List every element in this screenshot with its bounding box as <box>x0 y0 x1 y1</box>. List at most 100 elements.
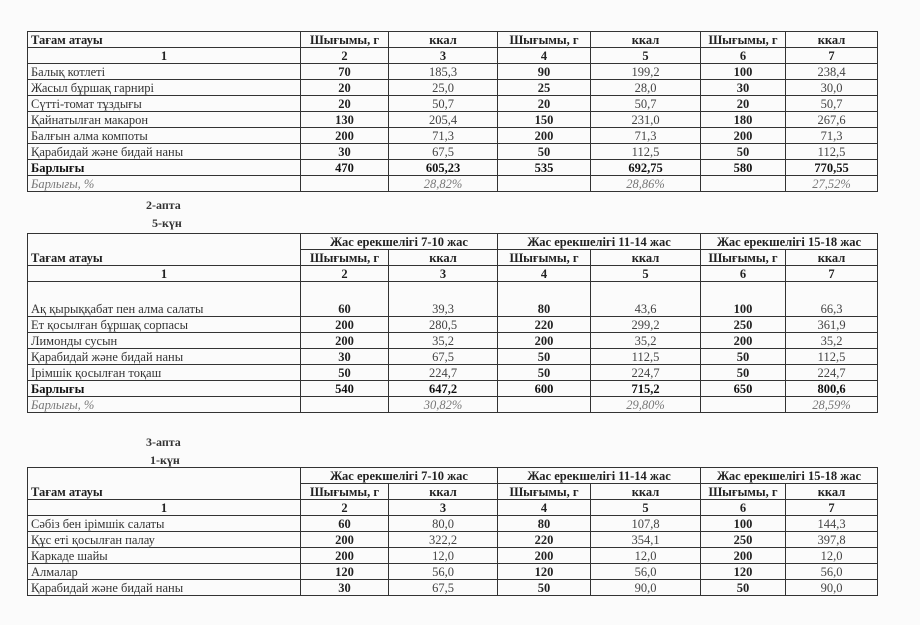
output-grams: 100 <box>700 515 786 532</box>
kcal-value: 56,0 <box>785 563 878 580</box>
column-number: 7 <box>785 47 878 64</box>
output-grams: 25 <box>497 79 591 96</box>
column-number: 6 <box>700 47 786 64</box>
dish-name: Балық котлеті <box>27 63 301 80</box>
menu-table-1: Тағам атауы Шығымы, г ккал Шығымы, г ккал Шығ… <box>27 31 878 192</box>
column-header-kcal: ккал <box>785 249 878 266</box>
column-number: 5 <box>590 47 701 64</box>
kcal-value: 205,4 <box>388 111 498 128</box>
day-label: 1-күн <box>150 453 180 467</box>
column-number: 3 <box>388 265 498 282</box>
output-grams: 200 <box>700 127 786 144</box>
table-row: Сәбіз бен ірімшік салаты 60 80,0 80 107,8 100… <box>27 515 878 532</box>
age-group-header: Жас ерекшелігі 7-10 жас <box>300 233 498 250</box>
dish-name: Қайнатылған макарон <box>27 111 301 128</box>
column-header-name: Тағам атауы <box>27 31 301 48</box>
kcal-value: 30,0 <box>785 79 878 96</box>
kcal-value: 43,6 <box>590 281 701 317</box>
kcal-value: 231,0 <box>590 111 701 128</box>
table-row: Балғын алма компоты 200 71,3 200 71,3 200 71,3 <box>27 127 878 144</box>
dish-name: Ақ қырыққабат пен алма салаты <box>27 281 301 317</box>
total-value: 715,2 <box>590 380 701 397</box>
output-grams: 250 <box>700 531 786 548</box>
column-header-output: Шығымы, г <box>497 31 591 48</box>
kcal-value: 224,7 <box>388 364 498 381</box>
kcal-value: 112,5 <box>785 143 878 160</box>
table-row: Қарабидай және бидай наны 30 67,5 50 112,5 50… <box>27 143 878 160</box>
column-header-kcal: ккал <box>785 31 878 48</box>
percent-value: 28,86% <box>590 175 701 192</box>
total-value: 647,2 <box>388 380 498 397</box>
column-number: 6 <box>700 499 786 516</box>
column-number: 2 <box>300 47 389 64</box>
week-label: 2-апта <box>146 198 181 212</box>
week-label: 3-апта <box>146 435 181 449</box>
dish-name: Ет қосылған бұршақ сорпасы <box>27 316 301 333</box>
output-grams: 100 <box>700 63 786 80</box>
column-header-output: Шығымы, г <box>497 483 591 500</box>
output-grams: 20 <box>300 79 389 96</box>
kcal-value: 67,5 <box>388 143 498 160</box>
output-grams: 20 <box>497 95 591 112</box>
column-header-output: Шығымы, г <box>700 249 786 266</box>
age-group-header: Жас ерекшелігі 11-14 жас <box>497 233 701 250</box>
column-number: 3 <box>388 47 498 64</box>
percent-value: 29,80% <box>590 396 701 413</box>
kcal-value: 25,0 <box>388 79 498 96</box>
column-header-output: Шығымы, г <box>300 483 389 500</box>
table-row: Қарабидай және бидай наны 30 67,5 50 90,0 50 9… <box>27 579 878 596</box>
kcal-value: 28,0 <box>590 79 701 96</box>
column-number: 1 <box>27 47 301 64</box>
percent-value <box>300 396 389 413</box>
column-number: 5 <box>590 499 701 516</box>
output-grams: 100 <box>700 281 786 317</box>
table-row: Қайнатылған макарон 130 205,4 150 231,0 180 26… <box>27 111 878 128</box>
output-grams: 200 <box>300 332 389 349</box>
output-grams: 50 <box>700 579 786 596</box>
column-header-output: Шығымы, г <box>300 249 389 266</box>
age-group-header: Жас ерекшелігі 15-18 жас <box>700 233 878 250</box>
column-number: 1 <box>27 499 301 516</box>
dish-name: Сүтті-томат тұздығы <box>27 95 301 112</box>
output-grams: 30 <box>300 143 389 160</box>
kcal-value: 80,0 <box>388 515 498 532</box>
total-value: 650 <box>700 380 786 397</box>
output-grams: 30 <box>700 79 786 96</box>
table-row: Каркаде шайы 200 12,0 200 12,0 200 12,0 <box>27 547 878 564</box>
dish-name: Алмалар <box>27 563 301 580</box>
output-grams: 50 <box>497 143 591 160</box>
column-number: 5 <box>590 265 701 282</box>
column-number: 3 <box>388 499 498 516</box>
dish-name: Лимонды сусын <box>27 332 301 349</box>
column-header-kcal: ккал <box>590 249 701 266</box>
column-header-output: Шығымы, г <box>300 31 389 48</box>
column-number: 6 <box>700 265 786 282</box>
kcal-value: 50,7 <box>388 95 498 112</box>
percent-row: Барлығы, % 30,82% 29,80% 28,59% <box>27 396 878 413</box>
column-header-output: Шығымы, г <box>700 31 786 48</box>
output-grams: 200 <box>300 547 389 564</box>
dish-name: Құс еті қосылған палау <box>27 531 301 548</box>
output-grams: 60 <box>300 515 389 532</box>
kcal-value: 112,5 <box>785 348 878 365</box>
percent-value <box>700 175 786 192</box>
kcal-value: 35,2 <box>388 332 498 349</box>
output-grams: 200 <box>300 531 389 548</box>
column-number: 1 <box>27 265 301 282</box>
total-value: 692,75 <box>590 159 701 176</box>
kcal-value: 12,0 <box>590 547 701 564</box>
column-number: 4 <box>497 499 591 516</box>
dish-name: Каркаде шайы <box>27 547 301 564</box>
kcal-value: 35,2 <box>785 332 878 349</box>
kcal-value: 50,7 <box>785 95 878 112</box>
output-grams: 200 <box>497 547 591 564</box>
total-value: 470 <box>300 159 389 176</box>
kcal-value: 56,0 <box>388 563 498 580</box>
total-row: Барлығы 540 647,2 600 715,2 650 800,6 <box>27 380 878 397</box>
age-group-header: Жас ерекшелігі 15-18 жас <box>700 467 878 484</box>
total-label: Барлығы <box>27 380 301 397</box>
dish-name: Сәбіз бен ірімшік салаты <box>27 515 301 532</box>
output-grams: 200 <box>497 127 591 144</box>
